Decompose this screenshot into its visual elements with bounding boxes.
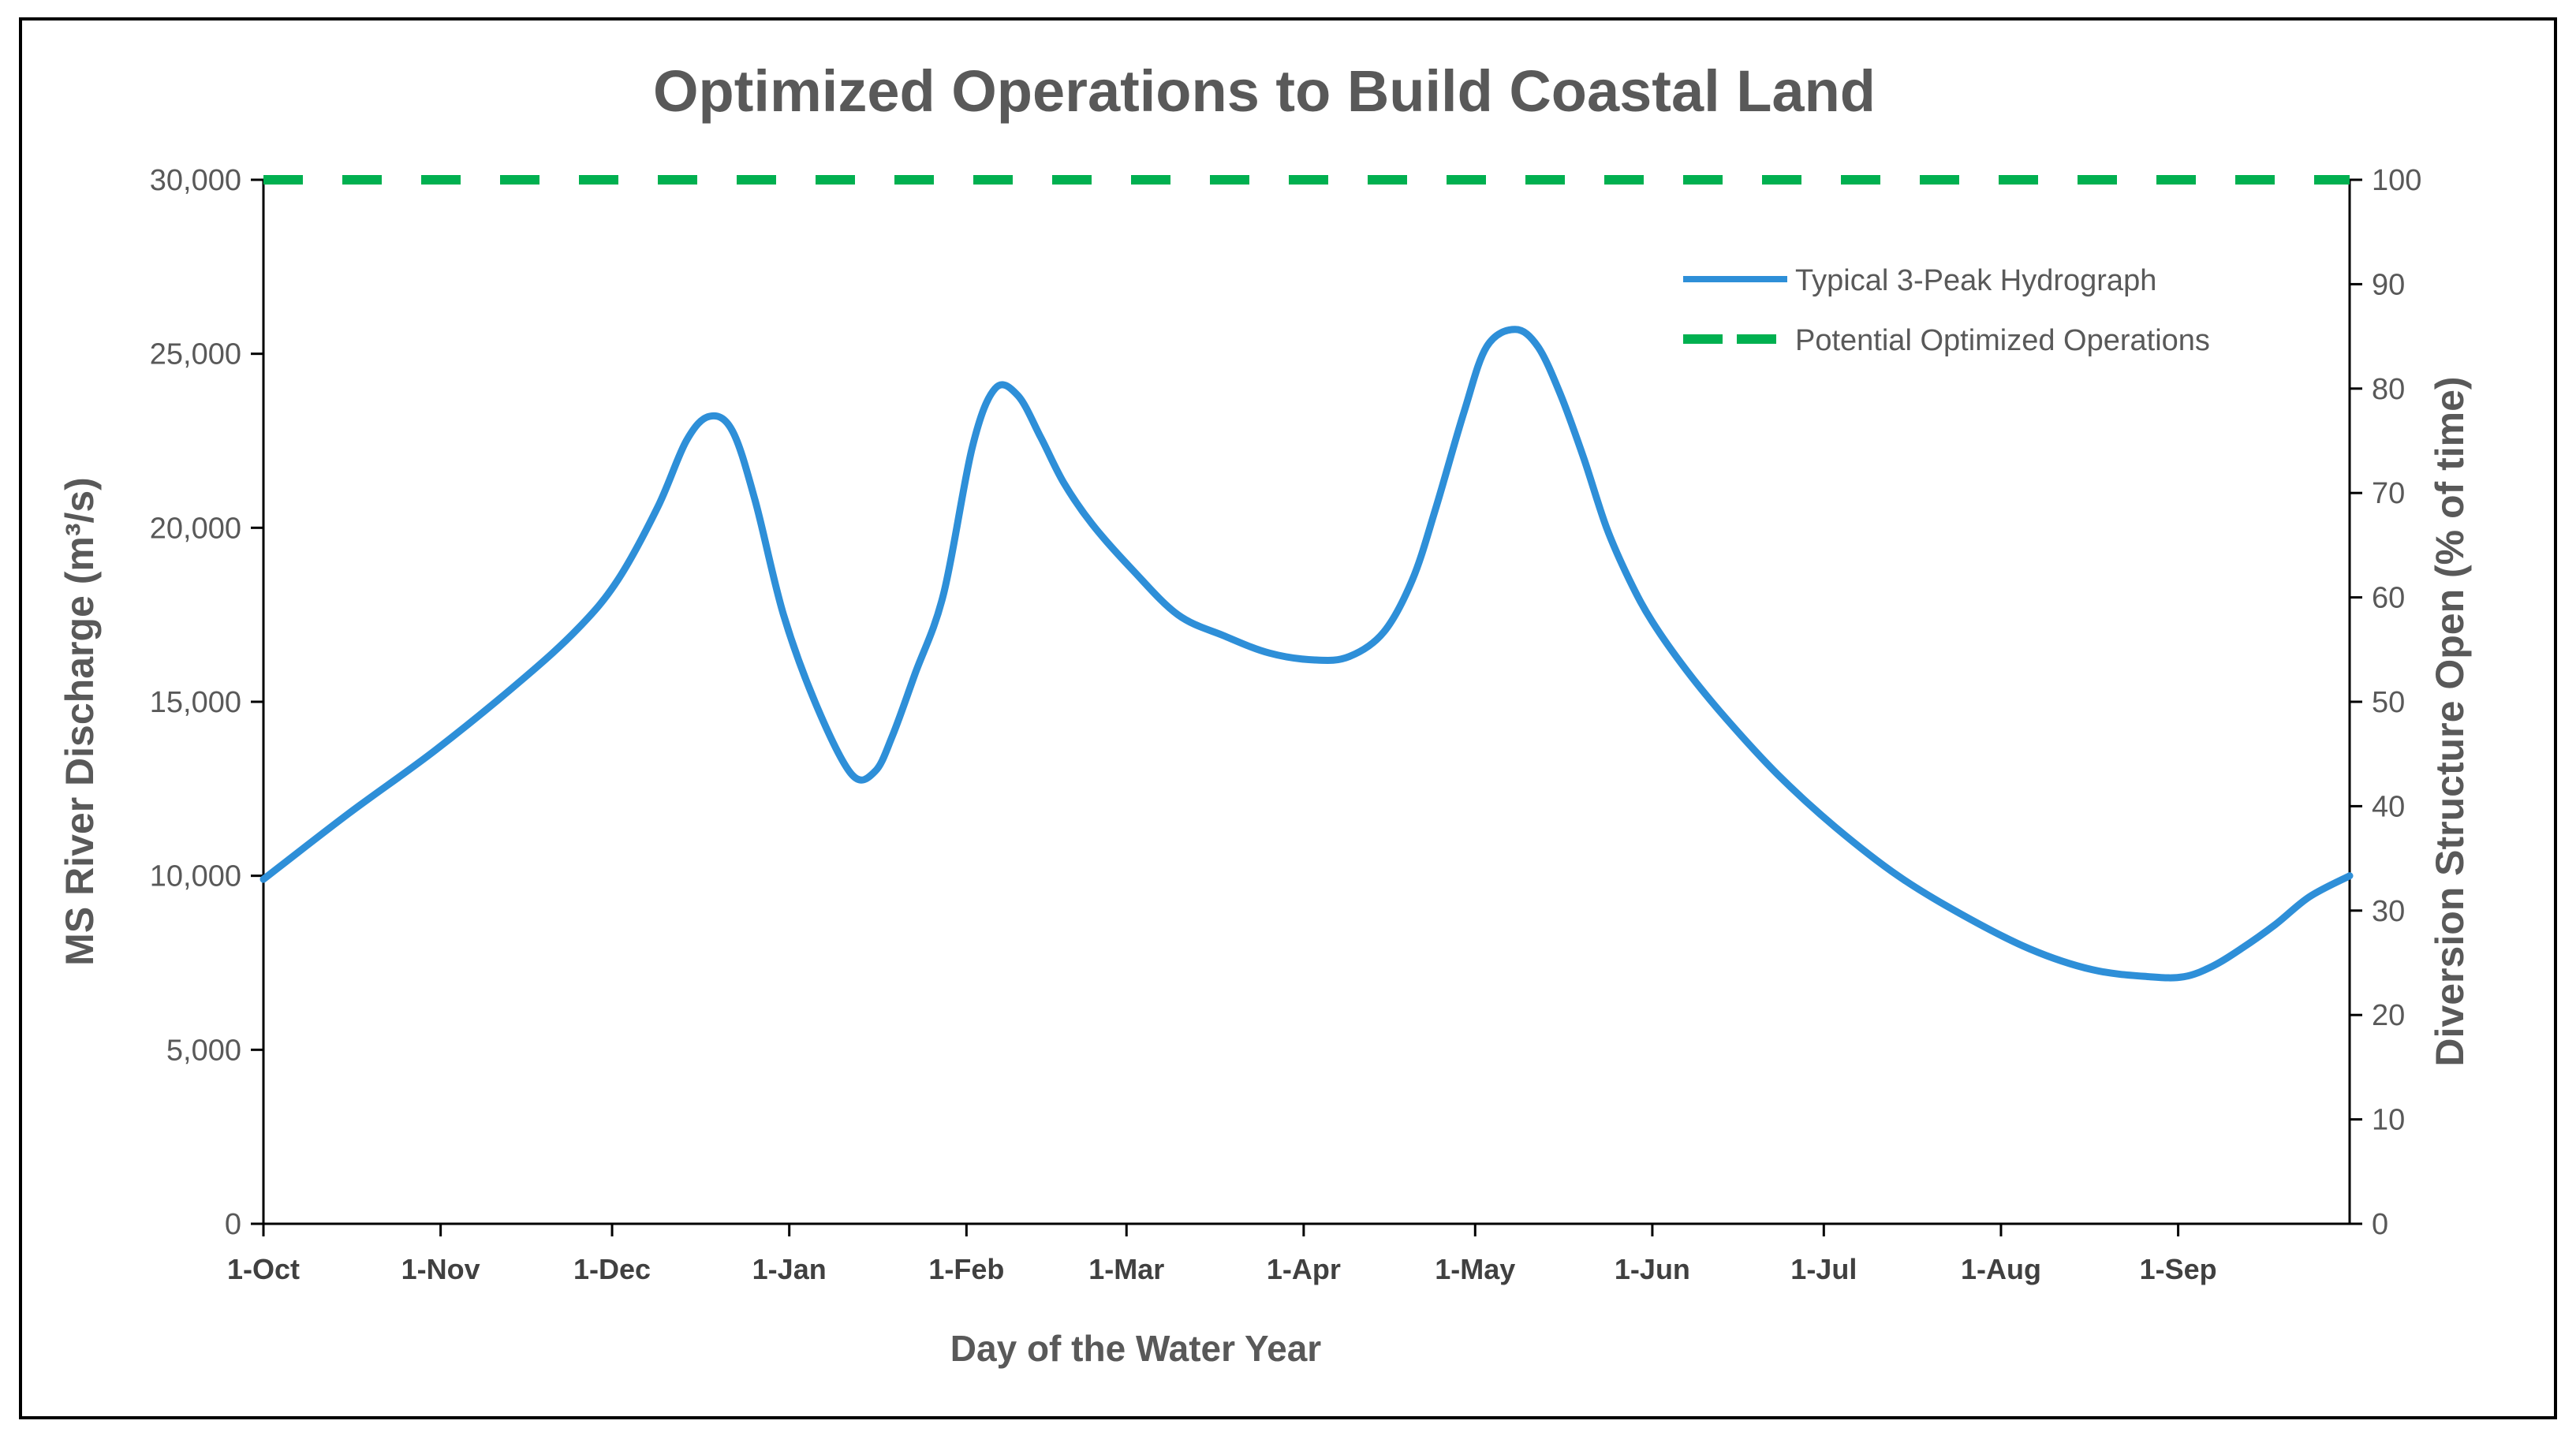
x-axis-title: Day of the Water Year <box>950 1328 1321 1369</box>
plot-area: 0 5,000 10,000 15,000 20,000 25,000 30,000 0 10 2… <box>150 164 2422 1285</box>
x-tick-label: 1-Feb <box>928 1253 1004 1285</box>
y2-tick-label: 50 <box>2372 686 2405 719</box>
y-tick-label: 30,000 <box>150 164 241 197</box>
y-tick-label: 5,000 <box>166 1034 241 1067</box>
x-tick-label: 1-Jan <box>752 1253 827 1285</box>
x-tick-label: 1-Nov <box>401 1253 480 1285</box>
chart-title: Optimized Operations to Build Coastal La… <box>653 58 1876 124</box>
y2-tick-label: 10 <box>2372 1104 2405 1137</box>
legend-label-hydrograph: Typical 3-Peak Hydrograph <box>1795 264 2156 297</box>
y-tick-label: 20,000 <box>150 512 241 545</box>
y2-tick-label: 20 <box>2372 999 2405 1032</box>
legend-label-optimized: Potential Optimized Operations <box>1795 324 2210 357</box>
y2-axis-title: Diversion Structure Open (% of time) <box>2428 376 2472 1066</box>
y2-tick-label: 100 <box>2372 164 2421 197</box>
y-tick-label: 10,000 <box>150 860 241 893</box>
x-tick-label: 1-Jun <box>1615 1253 1690 1285</box>
y2-tick-label: 40 <box>2372 790 2405 823</box>
series-line-hydrograph <box>259 326 2354 982</box>
x-tick-label: 1-Oct <box>227 1253 300 1285</box>
x-tick-label: 1-Sep <box>2140 1253 2217 1285</box>
y2-tick-label: 30 <box>2372 895 2405 928</box>
chart-frame: Optimized Operations to Build Coastal La… <box>19 17 2557 1419</box>
y-axis-title: MS River Discharge (m³/s) <box>58 477 102 966</box>
x-tick-label: 1-Apr <box>1267 1253 1341 1285</box>
y-tick-label: 0 <box>225 1208 241 1241</box>
x-tick-label: 1-Dec <box>573 1253 651 1285</box>
x-tick-label: 1-Jul <box>1790 1253 1857 1285</box>
y2-tick-label: 80 <box>2372 373 2405 406</box>
x-tick-label: 1-Mar <box>1088 1253 1164 1285</box>
y2-tick-label: 0 <box>2372 1208 2388 1241</box>
y2-tick-label: 60 <box>2372 582 2405 615</box>
legend: Typical 3-Peak Hydrograph Potential Opti… <box>1683 264 2210 357</box>
y2-tick-label: 90 <box>2372 268 2405 301</box>
y2-tick-label: 70 <box>2372 477 2405 510</box>
y-tick-label: 15,000 <box>150 686 241 719</box>
x-tick-label: 1-Aug <box>1961 1253 2041 1285</box>
chart-svg: Optimized Operations to Build Coastal La… <box>58 58 2472 1369</box>
x-tick-label: 1-May <box>1435 1253 1515 1285</box>
y-tick-label: 25,000 <box>150 338 241 371</box>
